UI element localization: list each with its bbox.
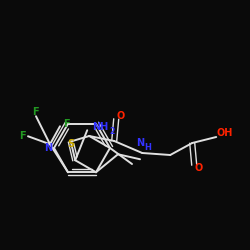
Text: O: O (194, 163, 202, 173)
Text: H: H (144, 142, 151, 152)
Text: N: N (136, 138, 144, 148)
Text: NH: NH (92, 122, 108, 132)
Text: F: F (32, 107, 38, 117)
Text: O: O (116, 111, 124, 121)
Text: F: F (19, 131, 25, 141)
Text: N: N (44, 143, 52, 153)
Text: S: S (67, 138, 74, 148)
Text: 2: 2 (109, 127, 114, 136)
Text: F: F (63, 119, 69, 129)
Text: OH: OH (216, 128, 232, 138)
